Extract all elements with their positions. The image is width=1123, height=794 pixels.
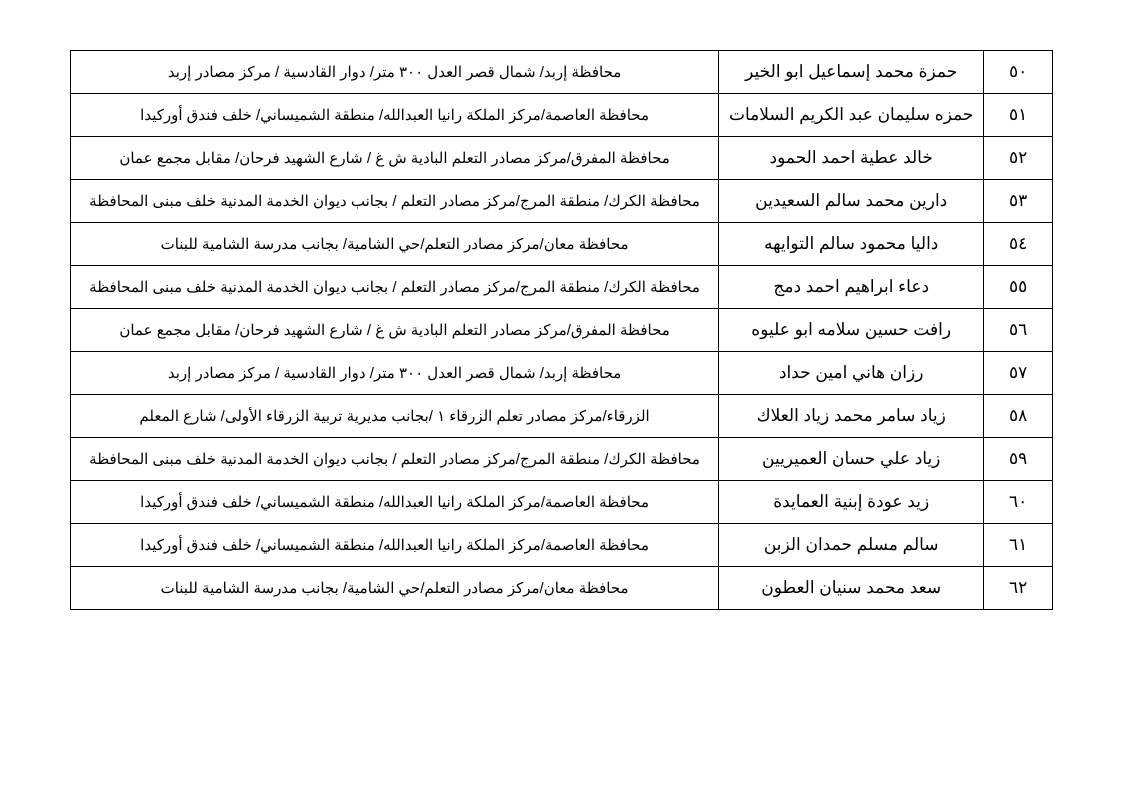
row-name: زياد علي حسان العميريين [719, 438, 984, 481]
row-number: ٦١ [984, 524, 1053, 567]
table-row: ٦٠زيد عودة إبنية العمايدةمحافظة العاصمة/… [71, 481, 1053, 524]
row-number: ٥٩ [984, 438, 1053, 481]
names-table: ٥٠حمزة محمد إسماعيل ابو الخيرمحافظة إربد… [70, 50, 1053, 610]
table-body: ٥٠حمزة محمد إسماعيل ابو الخيرمحافظة إربد… [71, 51, 1053, 610]
table-row: ٥١حمزه سليمان عبد الكريم السلاماتمحافظة … [71, 94, 1053, 137]
table-row: ٦١سالم مسلم حمدان الزبنمحافظة العاصمة/مر… [71, 524, 1053, 567]
row-number: ٥٨ [984, 395, 1053, 438]
row-name: داليا محمود سالم التوايهه [719, 223, 984, 266]
logo-24: 24 [434, 586, 623, 776]
row-name: سعد محمد سنيان العطون [719, 567, 984, 610]
row-location: محافظة العاصمة/مركز الملكة رانيا العبدال… [71, 481, 719, 524]
table-row: ٥٢خالد عطية احمد الحمودمحافظة المفرق/مرك… [71, 137, 1053, 180]
table-row: ٥٥دعاء ابراهيم احمد دمجمحافظة الكرك/ منط… [71, 266, 1053, 309]
row-name: دارين محمد سالم السعيدين [719, 180, 984, 223]
row-location: محافظة إربد/ شمال قصر العدل ٣٠٠ متر/ دوا… [71, 352, 719, 395]
logo-clock-hand-2 [563, 684, 581, 697]
row-name: زيد عودة إبنية العمايدة [719, 481, 984, 524]
logo-clock-ring [529, 650, 597, 718]
row-number: ٥١ [984, 94, 1053, 137]
table-row: ٥٤داليا محمود سالم التوايههمحافظة معان/م… [71, 223, 1053, 266]
row-name: رافت حسين سلامه ابو عليوه [719, 309, 984, 352]
row-location: محافظة معان/مركز مصادر التعلم/حي الشامية… [71, 223, 719, 266]
row-number: ٥٢ [984, 137, 1053, 180]
row-location: الزرقاء/مركز مصادر تعلم الزرقاء ١ /بجانب… [71, 395, 719, 438]
row-number: ٦٢ [984, 567, 1053, 610]
row-name: حمزة محمد إسماعيل ابو الخير [719, 51, 984, 94]
row-name: حمزه سليمان عبد الكريم السلامات [719, 94, 984, 137]
row-name: دعاء ابراهيم احمد دمج [719, 266, 984, 309]
row-number: ٥٥ [984, 266, 1053, 309]
logo-letter-j: J [373, 586, 428, 776]
row-number: ٥٧ [984, 352, 1053, 395]
table-row: ٥٩زياد علي حسان العميريينمحافظة الكرك/ م… [71, 438, 1053, 481]
row-location: محافظة إربد/ شمال قصر العدل ٣٠٠ متر/ دوا… [71, 51, 719, 94]
row-location: محافظة الكرك/ منطقة المرج/مركز مصادر الت… [71, 438, 719, 481]
row-location: محافظة معان/مركز مصادر التعلم/حي الشامية… [71, 567, 719, 610]
table-row: ٥٠حمزة محمد إسماعيل ابو الخيرمحافظة إربد… [71, 51, 1053, 94]
row-location: محافظة الكرك/ منطقة المرج/مركز مصادر الت… [71, 266, 719, 309]
row-number: ٥٣ [984, 180, 1053, 223]
row-number: ٥٤ [984, 223, 1053, 266]
row-location: محافظة المفرق/مركز مصادر التعلم البادية … [71, 309, 719, 352]
row-number: ٦٠ [984, 481, 1053, 524]
row-name: زياد سامر محمد زياد العلاك [719, 395, 984, 438]
logo-o-hole [519, 640, 607, 728]
table-row: ٥٨زياد سامر محمد زياد العلاكالزرقاء/مركز… [71, 395, 1053, 438]
row-name: خالد عطية احمد الحمود [719, 137, 984, 180]
row-number: ٥٦ [984, 309, 1053, 352]
logo-o-outer [491, 612, 635, 756]
row-number: ٥٠ [984, 51, 1053, 94]
row-name: رزان هاني امين حداد [719, 352, 984, 395]
row-location: محافظة المفرق/مركز مصادر التعلم البادية … [71, 137, 719, 180]
table-row: ٦٢سعد محمد سنيان العطونمحافظة معان/مركز … [71, 567, 1053, 610]
row-location: محافظة العاصمة/مركز الملكة رانيا العبدال… [71, 94, 719, 137]
row-location: محافظة الكرك/ منطقة المرج/مركز مصادر الت… [71, 180, 719, 223]
row-name: سالم مسلم حمدان الزبن [719, 524, 984, 567]
table-row: ٥٦رافت حسين سلامه ابو عليوهمحافظة المفرق… [71, 309, 1053, 352]
table-row: ٥٧رزان هاني امين حدادمحافظة إربد/ شمال ق… [71, 352, 1053, 395]
row-location: محافظة العاصمة/مركز الملكة رانيا العبدال… [71, 524, 719, 567]
table-row: ٥٣دارين محمد سالم السعيدينمحافظة الكرك/ … [71, 180, 1053, 223]
